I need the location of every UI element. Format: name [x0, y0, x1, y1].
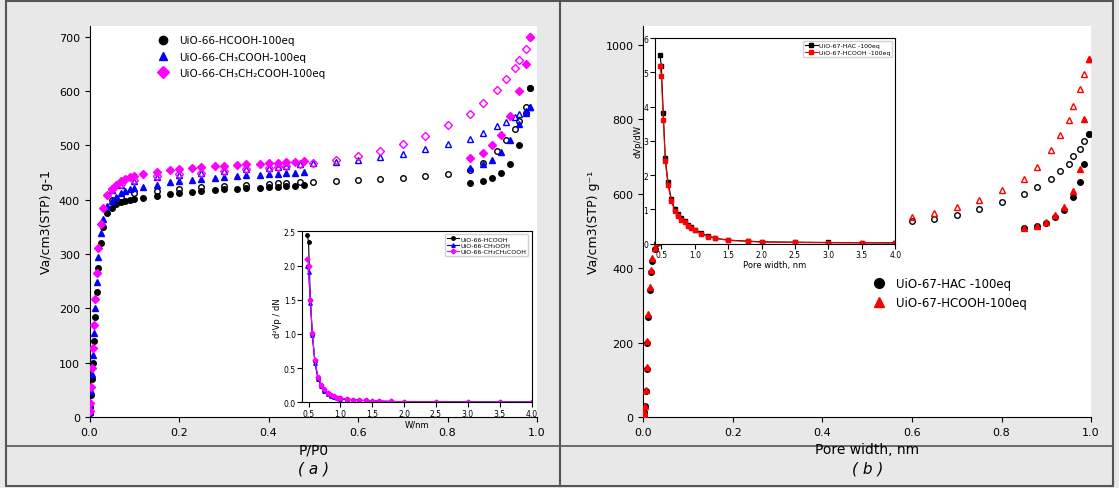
Y-axis label: dVp/dW: dVp/dW — [633, 125, 642, 158]
X-axis label: Pore width, nm: Pore width, nm — [815, 443, 920, 456]
Legend: UiO-66-HCOOH, UiO-66-CH₃OOH, UiO-66-CH₃CH₂COOH: UiO-66-HCOOH, UiO-66-CH₃OOH, UiO-66-CH₃C… — [445, 235, 528, 257]
X-axis label: Pore width, nm: Pore width, nm — [743, 261, 807, 269]
Legend: UiO-67-HAC -100eq, UiO-67-HCOOH -100eq: UiO-67-HAC -100eq, UiO-67-HCOOH -100eq — [803, 42, 892, 58]
Text: ( b ): ( b ) — [852, 461, 883, 476]
X-axis label: P/P0: P/P0 — [299, 443, 328, 456]
X-axis label: W/nm: W/nm — [404, 419, 430, 428]
Text: ( a ): ( a ) — [298, 461, 329, 476]
Legend: UiO-67-HAC -100eq, UiO-67-HCOOH-100eq: UiO-67-HAC -100eq, UiO-67-HCOOH-100eq — [863, 272, 1032, 314]
Y-axis label: Va/cm3(STP) g-1: Va/cm3(STP) g-1 — [40, 170, 53, 274]
Y-axis label: Va/cm3(STP) g⁻¹: Va/cm3(STP) g⁻¹ — [587, 171, 600, 273]
Legend: UiO-66-HCOOH-100eq, UiO-66-CH₃COOH-100eq, UiO-66-CH₃CH₂COOH-100eq: UiO-66-HCOOH-100eq, UiO-66-CH₃COOH-100eq… — [149, 32, 329, 83]
Y-axis label: d²Vp / dN: d²Vp / dN — [273, 297, 282, 337]
